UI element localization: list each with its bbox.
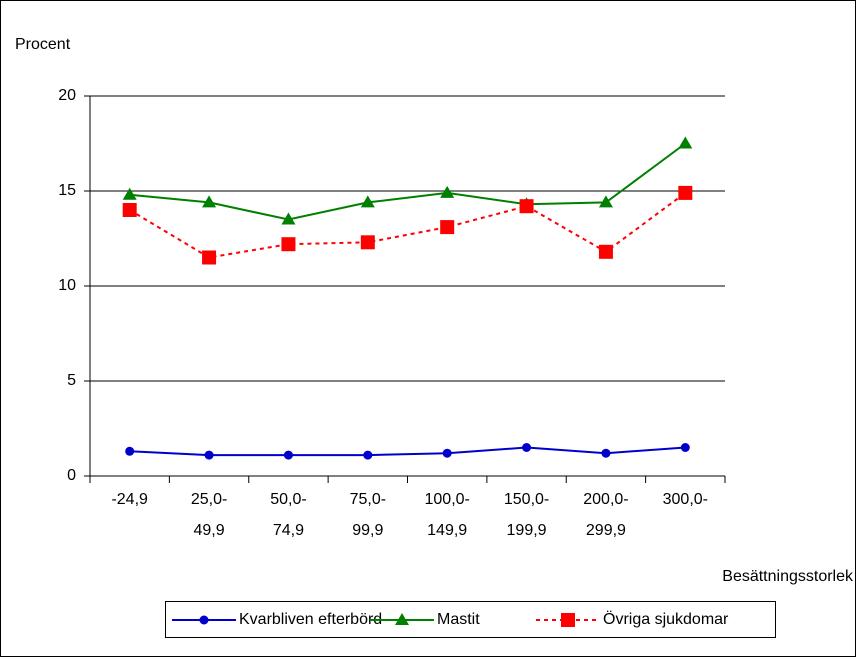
legend-marker xyxy=(395,613,409,625)
series-line xyxy=(129,192,686,259)
point xyxy=(598,195,613,208)
legend xyxy=(165,601,776,638)
legend-label: Övriga sjukdomar xyxy=(603,610,729,628)
y-tick-label: 20 xyxy=(58,87,76,104)
point xyxy=(561,613,575,627)
x-tick-label: -24,9 xyxy=(111,491,148,508)
y-tick-label: 10 xyxy=(58,277,76,294)
y-tick-label: 5 xyxy=(67,372,76,389)
legend-marker xyxy=(199,615,209,625)
point xyxy=(601,448,611,458)
point xyxy=(202,195,217,208)
point xyxy=(678,136,693,149)
point xyxy=(281,212,296,225)
point xyxy=(440,220,455,235)
series-line xyxy=(129,446,686,457)
point xyxy=(440,185,455,198)
series-line xyxy=(129,142,686,221)
x-tick-label: 25,0-49,9 xyxy=(191,491,227,539)
x-tick-label: 100,0-149,9 xyxy=(425,491,470,539)
y-axis-label: Procent xyxy=(15,36,71,53)
point xyxy=(678,185,693,200)
point xyxy=(598,244,613,259)
point xyxy=(442,448,452,458)
point xyxy=(522,443,532,452)
point xyxy=(519,199,534,214)
legend-marker xyxy=(561,613,575,627)
legend-label: Kvarbliven efterbörd xyxy=(239,611,382,628)
y-tick-label: 15 xyxy=(58,182,76,199)
x-tick-label: 300,0- xyxy=(663,491,708,508)
x-tick-label: 75,0-99,9 xyxy=(350,491,386,539)
point xyxy=(395,613,409,625)
point xyxy=(360,235,375,250)
point xyxy=(281,237,296,252)
point xyxy=(125,446,135,456)
point xyxy=(283,450,293,460)
point xyxy=(204,450,214,460)
point xyxy=(202,250,217,265)
x-tick-label: 200,0-299,9 xyxy=(583,491,628,539)
point xyxy=(122,187,137,200)
x-tick-label: 50,0-74,9 xyxy=(270,491,306,539)
legend-label: Mastit xyxy=(437,611,480,628)
y-tick-label: 0 xyxy=(67,467,76,484)
point xyxy=(680,443,690,452)
point xyxy=(199,615,209,625)
point xyxy=(360,195,375,208)
point xyxy=(122,203,137,217)
point xyxy=(363,450,373,460)
x-axis-label: Besättningsstorlek xyxy=(722,568,854,585)
x-tick-label: 150,0-199,9 xyxy=(504,491,549,539)
